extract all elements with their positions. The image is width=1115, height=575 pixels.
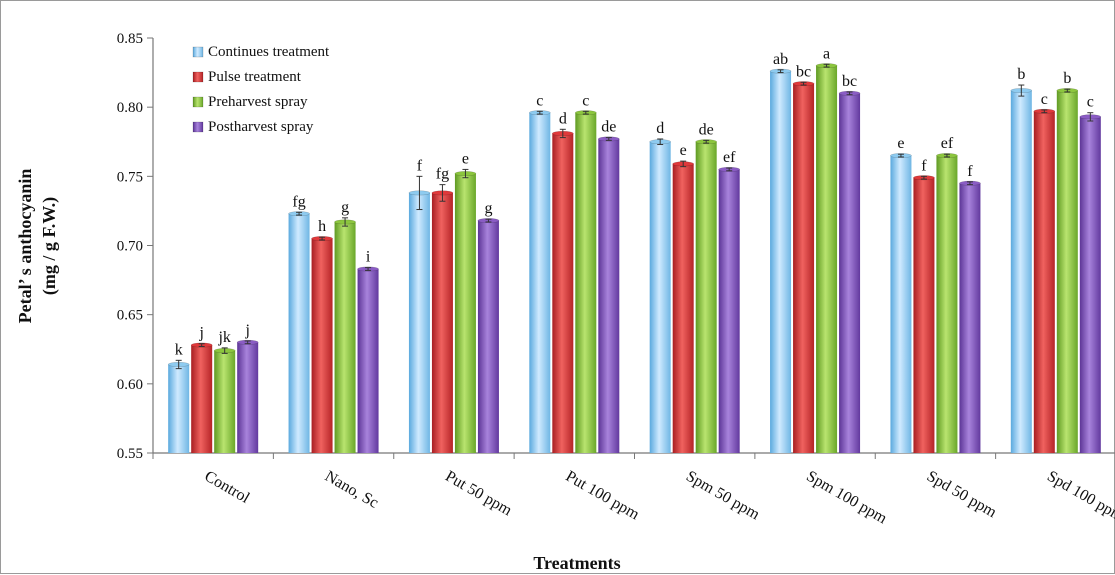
category-label: Spm 50 ppm — [683, 468, 763, 524]
bar — [913, 177, 935, 453]
legend-swatch — [192, 121, 204, 133]
y-tick-label: 0.85 — [117, 31, 143, 47]
y-axis-title-line1: Petal’ s anthocyanin — [15, 169, 35, 324]
bar — [575, 112, 597, 453]
bar — [214, 350, 236, 453]
bar — [1033, 111, 1055, 454]
bar — [839, 93, 861, 453]
bar — [793, 83, 815, 454]
legend-label: Postharvest spray — [208, 119, 314, 135]
significance-letter: c — [1087, 94, 1094, 111]
significance-letter: k — [175, 341, 183, 358]
legend-label: Preharvest spray — [208, 94, 308, 110]
bar — [890, 155, 912, 454]
x-ticks — [152, 453, 997, 459]
significance-letter: b — [1063, 70, 1071, 87]
bar — [529, 112, 551, 453]
bar — [1056, 90, 1078, 454]
y-axis-title-line2: (mg / g F.W.) — [39, 197, 60, 295]
bar — [718, 169, 740, 453]
legend-swatch — [192, 71, 204, 83]
category-label: Control — [202, 468, 253, 507]
bar — [237, 342, 259, 453]
legend: Continues treatment Pulse treatment Prehar… — [192, 44, 330, 135]
significance-letter: f — [417, 157, 423, 174]
y-tick-label: 0.55 — [117, 446, 143, 462]
y-ticks: 0.55 0.60 0.65 0.70 0.75 0.80 0.85 — [117, 31, 153, 462]
significance-letter: i — [366, 249, 371, 266]
significance-letter: fg — [436, 166, 449, 183]
x-axis-title: Treatments — [533, 553, 620, 573]
significance-letter: c — [1041, 91, 1048, 108]
bar — [649, 141, 671, 453]
significance-letter: bc — [842, 73, 857, 90]
category-label: Spd 50 ppm — [924, 468, 1000, 522]
bar — [168, 364, 190, 453]
significance-letter: c — [536, 92, 543, 109]
bar — [695, 141, 717, 453]
significance-letter: f — [921, 157, 927, 174]
legend-label: Continues treatment — [208, 44, 330, 60]
significance-letter: f — [967, 163, 973, 180]
significance-letter: h — [318, 218, 326, 235]
category-labels: Control Nano, Sc Put 50 ppm Put 100 ppm Spm … — [202, 468, 1115, 528]
bar — [1079, 116, 1101, 453]
bar — [454, 173, 476, 454]
significance-letter: e — [462, 150, 469, 167]
bar — [288, 213, 310, 453]
bar — [477, 220, 499, 453]
bar — [311, 238, 333, 453]
y-tick-label: 0.65 — [117, 308, 143, 324]
significance-letter: de — [699, 121, 714, 138]
category-label: Put 50 ppm — [442, 468, 515, 520]
category-label: Spd 100 ppm — [1044, 468, 1115, 526]
significance-letter: j — [244, 322, 249, 339]
bar — [552, 133, 574, 453]
significance-letter: c — [582, 92, 589, 109]
bar — [598, 138, 620, 453]
significance-letter: e — [680, 142, 687, 159]
significance-letter: ab — [773, 51, 788, 68]
bar — [357, 269, 379, 453]
y-tick-label: 0.80 — [117, 100, 143, 116]
legend-label: Pulse treatment — [208, 69, 302, 85]
significance-letter: ef — [941, 135, 954, 152]
bar — [816, 65, 838, 454]
bar — [770, 71, 792, 453]
bar — [936, 155, 958, 454]
significance-letter: fg — [292, 193, 305, 210]
significance-letter: de — [601, 119, 616, 136]
bar — [334, 221, 356, 453]
bar — [672, 163, 694, 453]
significance-letter: jk — [217, 329, 230, 346]
bar — [431, 192, 453, 453]
significance-letter: b — [1017, 66, 1025, 83]
significance-letter: j — [198, 325, 203, 342]
bars — [167, 63, 1102, 454]
bar — [408, 192, 430, 453]
legend-swatch — [192, 96, 204, 108]
category-label: Nano, Sc — [322, 468, 381, 512]
legend-swatch — [192, 46, 204, 58]
y-tick-label: 0.75 — [117, 169, 143, 185]
significance-letter: d — [559, 110, 567, 127]
y-tick-label: 0.60 — [117, 377, 143, 393]
bar — [191, 345, 213, 453]
category-label: Spm 100 ppm — [803, 468, 890, 528]
significance-letter: bc — [796, 63, 811, 80]
significance-letter: g — [484, 200, 492, 217]
significance-letter: a — [823, 45, 830, 62]
bar — [959, 183, 981, 453]
bar — [1010, 90, 1032, 454]
category-label: Put 100 ppm — [563, 468, 643, 524]
significance-letter: ef — [723, 149, 736, 166]
significance-letter: e — [897, 135, 904, 152]
significance-letter: d — [656, 120, 664, 137]
significance-letter: g — [341, 199, 349, 216]
y-tick-label: 0.70 — [117, 239, 143, 255]
